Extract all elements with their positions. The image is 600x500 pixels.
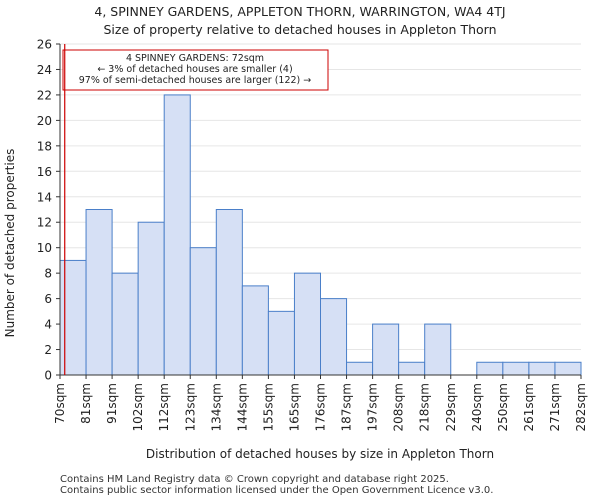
x-ticks: 70sqm 81sqm 91sqm 102sqm 112sqm 123sqm 134sqm 1… bbox=[53, 375, 588, 431]
chart-title: 4, SPINNEY GARDENS, APPLETON THORN, WARR… bbox=[94, 4, 506, 19]
y-tick-label: 6 bbox=[44, 292, 52, 306]
bar bbox=[163, 94, 191, 376]
y-tick-label: 12 bbox=[37, 216, 52, 230]
y-tick-label: 20 bbox=[37, 114, 52, 128]
x-tick-label: 81sqm bbox=[79, 383, 93, 424]
bar bbox=[111, 272, 139, 376]
x-tick-label: 282sqm bbox=[574, 383, 588, 431]
x-tick-label: 123sqm bbox=[183, 383, 197, 431]
x-tick-label: 229sqm bbox=[444, 383, 458, 431]
x-tick-label: 165sqm bbox=[287, 383, 301, 431]
y-tick-label: 2 bbox=[44, 343, 52, 357]
x-tick-label: 70sqm bbox=[53, 383, 67, 424]
bar bbox=[554, 361, 582, 376]
annotation-line-1: 4 SPINNEY GARDENS: 72sqm bbox=[126, 53, 264, 64]
y-tick-label: 26 bbox=[37, 38, 52, 52]
y-tick-label: 18 bbox=[37, 139, 52, 153]
annotation-line-2: ← 3% of detached houses are smaller (4) bbox=[97, 64, 292, 75]
x-axis-label: Distribution of detached houses by size … bbox=[146, 447, 494, 461]
annotation-line-3: 97% of semi-detached houses are larger (… bbox=[79, 75, 312, 86]
bar bbox=[398, 361, 426, 376]
bar bbox=[320, 298, 348, 376]
footer-line-2: Contains public sector information licen… bbox=[60, 485, 494, 496]
bar bbox=[241, 285, 269, 376]
bar bbox=[372, 323, 400, 376]
bar bbox=[346, 361, 374, 376]
bar bbox=[215, 209, 243, 376]
x-tick-label: 197sqm bbox=[366, 383, 380, 431]
x-tick-label: 218sqm bbox=[418, 383, 432, 431]
y-tick-label: 14 bbox=[37, 190, 52, 204]
y-tick-label: 22 bbox=[37, 88, 52, 102]
bar bbox=[85, 209, 113, 376]
y-tick-label: 4 bbox=[44, 318, 52, 332]
bar bbox=[528, 361, 556, 376]
x-tick-label: 250sqm bbox=[496, 383, 510, 431]
x-tick-label: 208sqm bbox=[392, 383, 406, 431]
bar bbox=[424, 323, 452, 376]
x-tick-label: 240sqm bbox=[470, 383, 484, 431]
bar bbox=[137, 221, 165, 376]
bar bbox=[189, 247, 217, 376]
x-tick-label: 261sqm bbox=[522, 383, 536, 431]
x-tick-label: 155sqm bbox=[261, 383, 275, 431]
bar bbox=[267, 310, 295, 376]
bar bbox=[59, 259, 87, 376]
y-tick-label: 0 bbox=[44, 369, 52, 383]
x-tick-label: 102sqm bbox=[131, 383, 145, 431]
bar bbox=[502, 361, 530, 376]
bar bbox=[476, 361, 504, 376]
x-tick-label: 134sqm bbox=[209, 383, 223, 431]
x-tick-label: 91sqm bbox=[105, 383, 119, 424]
y-tick-label: 8 bbox=[44, 267, 52, 281]
bars bbox=[59, 94, 582, 376]
y-tick-label: 10 bbox=[37, 241, 52, 255]
footer-line-1: Contains HM Land Registry data © Crown c… bbox=[60, 474, 449, 485]
y-tick-label: 16 bbox=[37, 165, 52, 179]
bar bbox=[293, 272, 322, 376]
x-tick-label: 187sqm bbox=[340, 383, 354, 431]
annotation-box bbox=[62, 49, 329, 91]
annotation: 4 SPINNEY GARDENS: 72sqm ← 3% of detache… bbox=[62, 44, 329, 375]
y-axis-label: Number of detached properties bbox=[3, 149, 17, 338]
x-tick-label: 271sqm bbox=[548, 383, 562, 431]
chart-subtitle: Size of property relative to detached ho… bbox=[103, 22, 497, 37]
x-tick-label: 144sqm bbox=[235, 383, 249, 431]
y-tick-label: 24 bbox=[37, 63, 52, 77]
x-tick-label: 176sqm bbox=[314, 383, 328, 431]
x-tick-label: 112sqm bbox=[157, 383, 171, 431]
